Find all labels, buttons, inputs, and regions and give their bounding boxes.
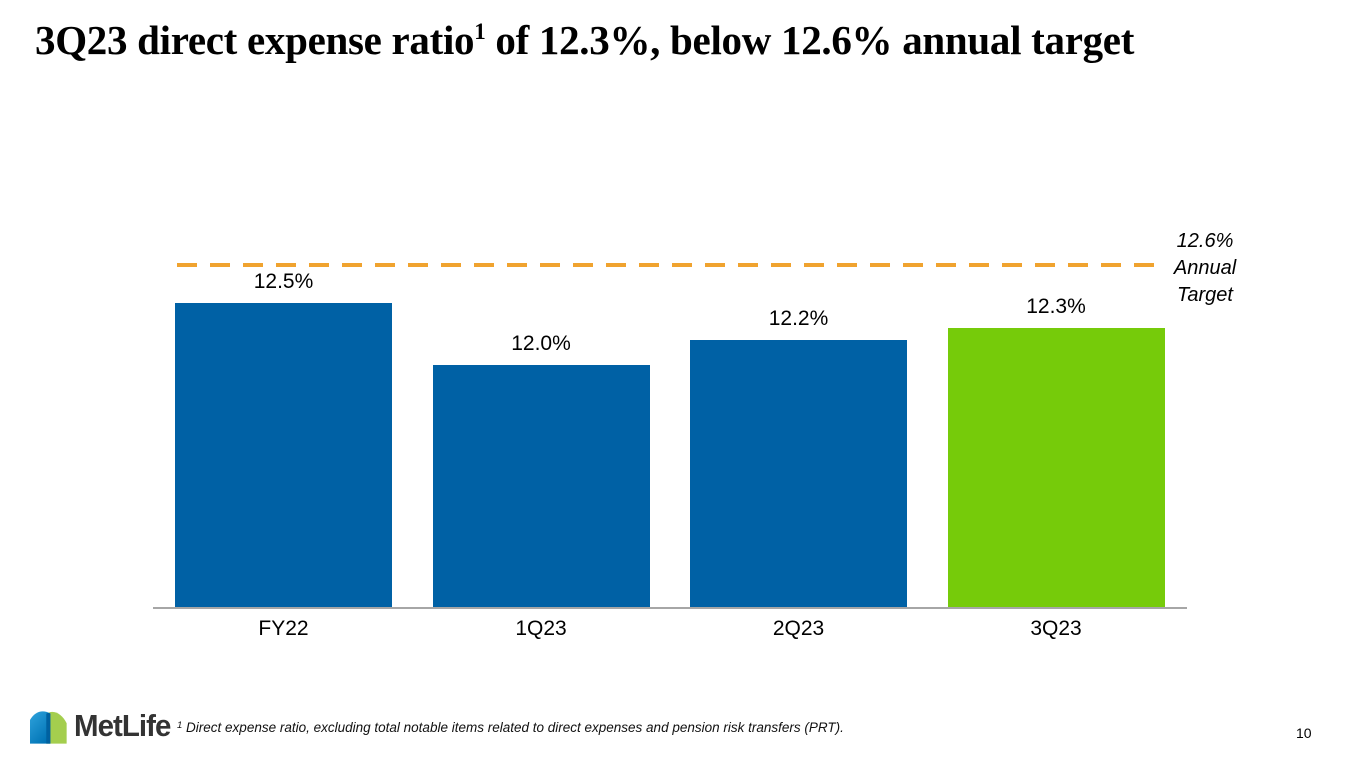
x-axis-label-3q23: 3Q23	[1030, 617, 1082, 640]
bar-2q23	[690, 340, 907, 609]
title-text-start: 3Q23 direct expense ratio	[35, 17, 475, 63]
footnote: 1 Direct expense ratio, excluding total …	[177, 720, 844, 735]
x-axis-label-2q23: 2Q23	[772, 617, 825, 640]
x-axis-line	[153, 607, 1187, 609]
metlife-wordmark: MetLife	[74, 708, 171, 743]
x-axis-label-fy22: FY22	[258, 617, 309, 640]
metlife-logo: MetLife	[30, 702, 176, 750]
slide-title: 3Q23 direct expense ratio1 of 12.3%, bel…	[35, 16, 1134, 64]
bar-value-label-fy22: 12.5%	[253, 270, 314, 293]
bar-fy22	[175, 303, 392, 609]
annual-target-label: 12.6% Annual Target	[1173, 230, 1237, 306]
bar-value-label-1q23: 12.0%	[511, 332, 571, 355]
annual-target-dashed-line	[177, 263, 1155, 267]
title-text-end: of 12.3%, below 12.6% annual target	[485, 17, 1135, 63]
page-number: 10	[1296, 725, 1312, 741]
metlife-logo-icon	[30, 702, 68, 750]
title-footnote-superscript: 1	[474, 19, 486, 44]
footnote-superscript: 1	[177, 720, 183, 731]
bar-1q23	[432, 365, 650, 609]
x-axis-label-1q23: 1Q23	[515, 617, 567, 640]
bar-value-label-3q23: 12.3%	[1026, 295, 1086, 318]
footnote-text: Direct expense ratio, excluding total no…	[182, 720, 844, 735]
bar-value-label-2q23: 12.2%	[768, 307, 829, 330]
bar-3q23	[947, 328, 1165, 609]
